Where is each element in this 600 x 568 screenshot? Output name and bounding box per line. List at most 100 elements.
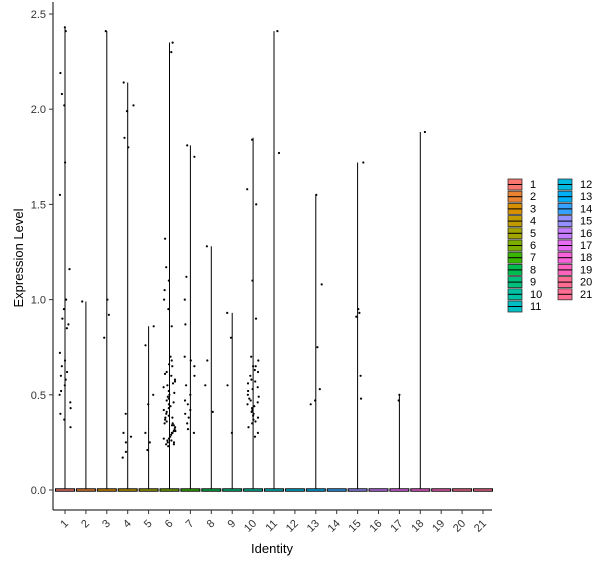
x-tick-label: 3: [100, 518, 113, 531]
data-point: [69, 426, 72, 429]
data-point: [230, 431, 233, 434]
data-point: [124, 441, 127, 444]
data-point: [254, 317, 258, 320]
legend-item-1: 1: [507, 178, 536, 191]
legend-label: 6: [530, 240, 536, 252]
legend-label: 9: [530, 277, 536, 289]
legend-item-16: 16: [557, 227, 592, 240]
legend-item-7: 7: [507, 251, 536, 264]
data-point: [171, 41, 174, 44]
data-point: [249, 374, 252, 377]
legend-item-13: 13: [557, 190, 592, 203]
data-point: [66, 370, 69, 374]
y-tick-label: 2.5: [31, 9, 46, 21]
data-point: [318, 388, 321, 391]
data-point: [247, 389, 250, 393]
violin-17: [389, 394, 410, 492]
violin-base: [410, 488, 431, 492]
x-tick-label: 4: [121, 518, 134, 531]
data-point: [170, 374, 173, 377]
data-point: [60, 365, 63, 368]
data-point: [184, 412, 187, 415]
data-point: [184, 323, 187, 326]
legend-label: 4: [530, 216, 536, 228]
data-point: [64, 161, 67, 164]
data-point: [277, 151, 281, 155]
violin-base: [96, 488, 117, 492]
data-point: [252, 412, 255, 415]
data-point: [58, 351, 62, 354]
data-point: [398, 393, 401, 396]
data-point: [107, 313, 110, 316]
violin-12: [284, 488, 305, 492]
data-point: [167, 445, 170, 448]
data-point: [211, 410, 214, 413]
data-point: [249, 399, 252, 402]
violin-1: [55, 27, 75, 492]
legend-item-19: 19: [557, 263, 592, 276]
data-point: [189, 408, 192, 412]
violin-10: [243, 137, 264, 492]
data-point: [168, 393, 171, 396]
data-point: [63, 104, 66, 107]
x-tick-label: 16: [367, 518, 384, 535]
data-point: [173, 428, 176, 431]
data-point: [103, 336, 106, 339]
x-tick-label: 15: [347, 518, 364, 535]
data-point: [58, 193, 62, 196]
data-point: [193, 365, 196, 368]
data-point: [167, 414, 170, 417]
data-point: [171, 365, 174, 368]
data-point: [170, 433, 173, 436]
data-point: [206, 359, 209, 362]
data-point: [127, 146, 130, 149]
violin-9: [222, 312, 243, 492]
x-axis: 1 2 3 4 5 6 7 8 9 10 11 12 13 14 15 16 17 18 19 20 21: [53, 509, 492, 535]
data-point: [166, 384, 169, 387]
data-point: [359, 397, 363, 400]
x-tick-label: 2: [79, 518, 92, 531]
data-point: [250, 355, 253, 358]
violin-base: [243, 488, 264, 492]
legend-label: 7: [530, 252, 536, 264]
violin-19: [431, 488, 452, 492]
data-point: [170, 359, 173, 362]
data-point: [170, 325, 173, 328]
data-point: [173, 380, 177, 383]
data-point: [193, 374, 196, 377]
data-point: [187, 416, 190, 419]
data-point: [165, 443, 168, 446]
data-point: [165, 266, 168, 269]
data-point: [251, 138, 254, 141]
data-point: [251, 279, 254, 282]
data-point: [144, 431, 147, 434]
data-point: [124, 412, 127, 415]
legend-label: 5: [530, 228, 536, 240]
data-point: [167, 308, 170, 311]
data-point: [163, 422, 166, 425]
data-point: [147, 403, 150, 406]
data-point: [171, 422, 174, 425]
data-point: [169, 405, 172, 408]
violin-base: [347, 488, 368, 492]
data-point: [171, 416, 174, 419]
data-point: [246, 403, 249, 406]
data-point: [257, 359, 260, 362]
legend-item-21: 21: [557, 288, 592, 301]
legend-label: 18: [580, 252, 592, 264]
data-point: [165, 412, 168, 415]
data-point: [65, 327, 68, 330]
data-point: [183, 399, 187, 402]
data-point: [168, 363, 171, 366]
data-point: [59, 71, 62, 75]
legend-item-17: 17: [557, 239, 592, 252]
data-point: [172, 443, 175, 446]
legend-label: 14: [580, 203, 592, 215]
data-point: [193, 155, 196, 158]
legend-item-18: 18: [557, 251, 592, 264]
data-point: [256, 386, 259, 389]
data-point: [129, 435, 133, 438]
data-point: [58, 393, 61, 396]
legend-label: 15: [580, 216, 592, 228]
data-point: [251, 408, 254, 412]
